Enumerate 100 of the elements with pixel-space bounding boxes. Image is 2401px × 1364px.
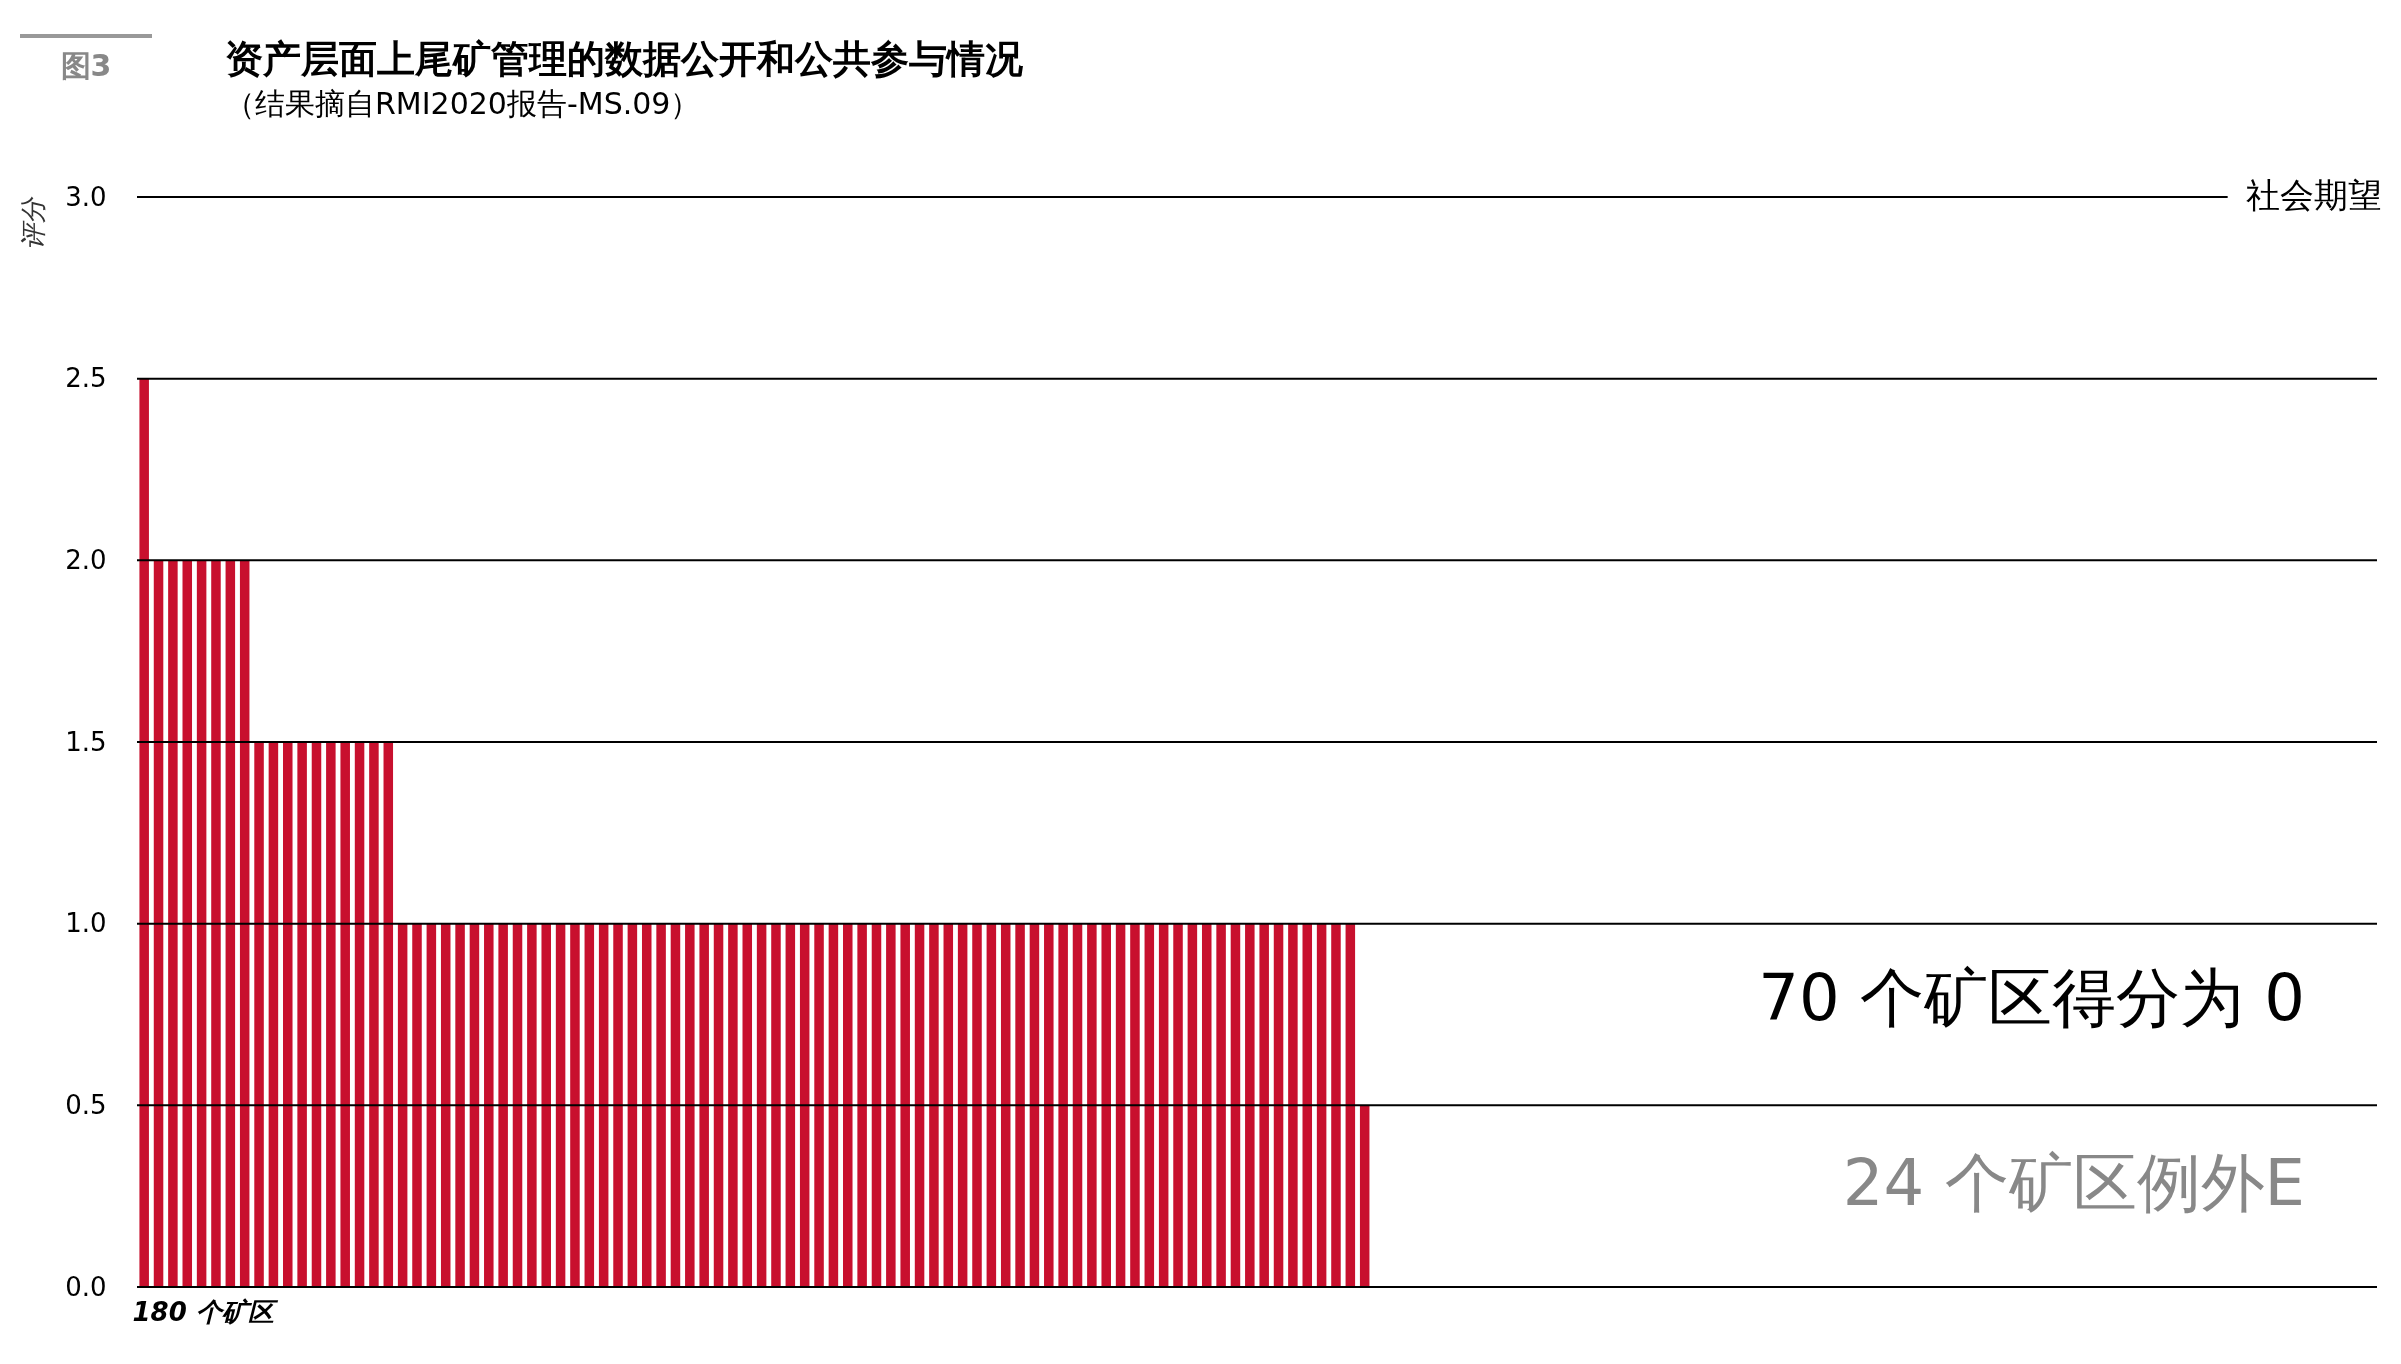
bar [929, 923, 939, 1287]
bar [713, 923, 724, 1287]
x-axis-title: 180 个矿区 [132, 1296, 279, 1327]
bar [283, 742, 293, 1287]
bar [469, 923, 480, 1287]
bar [1101, 923, 1111, 1287]
bar [1187, 923, 1198, 1287]
bar [828, 923, 839, 1287]
bar [440, 923, 451, 1287]
bar [311, 742, 322, 1287]
bar [541, 923, 551, 1287]
bar [1130, 923, 1140, 1287]
bar [1331, 923, 1341, 1287]
bar [412, 923, 422, 1287]
bar [1058, 923, 1068, 1287]
bar [613, 923, 623, 1287]
bar [1345, 923, 1356, 1287]
bar [1201, 923, 1212, 1287]
bar [670, 923, 681, 1287]
bar [211, 560, 221, 1287]
bar [1302, 923, 1313, 1287]
bar [900, 923, 910, 1287]
bar [196, 560, 207, 1287]
bar [512, 923, 523, 1287]
bar [598, 923, 609, 1287]
bar [268, 742, 279, 1287]
y-tick-label: 3.0 [65, 181, 107, 212]
bar [641, 923, 652, 1287]
bar [756, 923, 767, 1287]
bar [340, 742, 350, 1287]
bar [1316, 923, 1327, 1287]
bar [1158, 923, 1169, 1287]
bar [656, 923, 666, 1287]
bar [139, 378, 149, 1287]
text: 社会期望 [2246, 175, 2382, 215]
y-axis-title: 评分 [18, 195, 49, 250]
y-tick-label: 1.0 [65, 908, 107, 939]
bar [986, 923, 997, 1287]
bar [168, 560, 178, 1287]
bar [182, 560, 193, 1287]
bar [326, 742, 336, 1287]
bar [814, 923, 824, 1287]
bar [1230, 923, 1241, 1287]
bar [1087, 923, 1097, 1287]
text: 24 个矿区例外E [1842, 1145, 2305, 1222]
bar [1015, 923, 1025, 1287]
y-tick-label: 0.0 [65, 1271, 107, 1302]
bar [685, 923, 695, 1287]
bar [383, 742, 394, 1287]
bar [843, 923, 853, 1287]
bar [484, 923, 494, 1287]
bar [871, 923, 882, 1287]
bar [914, 923, 925, 1287]
bar [1359, 1105, 1370, 1287]
bar [728, 923, 738, 1287]
bar [239, 560, 250, 1287]
bar [584, 923, 595, 1287]
bar [426, 923, 437, 1287]
bar [455, 923, 465, 1287]
bar [369, 742, 379, 1287]
bar [857, 923, 867, 1287]
y-tick-label: 0.5 [65, 1089, 107, 1120]
bar [555, 923, 566, 1287]
bar [943, 923, 954, 1287]
bar [1115, 923, 1126, 1287]
bar [1245, 923, 1255, 1287]
bar [1288, 923, 1298, 1287]
bar [354, 742, 365, 1287]
bar [1144, 923, 1155, 1287]
bar [699, 923, 709, 1287]
bar [627, 923, 638, 1287]
y-tick-label: 1.5 [65, 726, 107, 757]
bar [972, 923, 982, 1287]
bar [297, 742, 307, 1287]
bar [527, 923, 537, 1287]
bar [570, 923, 580, 1287]
bar [886, 923, 896, 1287]
bar [153, 560, 164, 1287]
bar [397, 923, 408, 1287]
bar [498, 923, 508, 1287]
bar [1072, 923, 1083, 1287]
caption: 图3 [20, 34, 152, 87]
bar [1216, 923, 1226, 1287]
text: 70 个矿区得分为 0 [1758, 960, 2305, 1037]
bar [1044, 923, 1054, 1287]
bar [1029, 923, 1040, 1287]
bar [1259, 923, 1269, 1287]
bar [225, 560, 236, 1287]
bar [1273, 923, 1284, 1287]
y-tick-label: 2.0 [65, 544, 107, 575]
bar [957, 923, 968, 1287]
bar [785, 923, 796, 1287]
chart-title: 资产层面上尾矿管理的数据公开和公共参与情况 [225, 36, 1023, 83]
chart-subtitle: （结果摘自RMI2020报告-MS.09） [225, 85, 701, 123]
bar [771, 923, 781, 1287]
bar [742, 923, 753, 1287]
bar [254, 742, 264, 1287]
bar [799, 923, 810, 1287]
bar [1000, 923, 1011, 1287]
y-tick-label: 2.5 [65, 363, 107, 394]
